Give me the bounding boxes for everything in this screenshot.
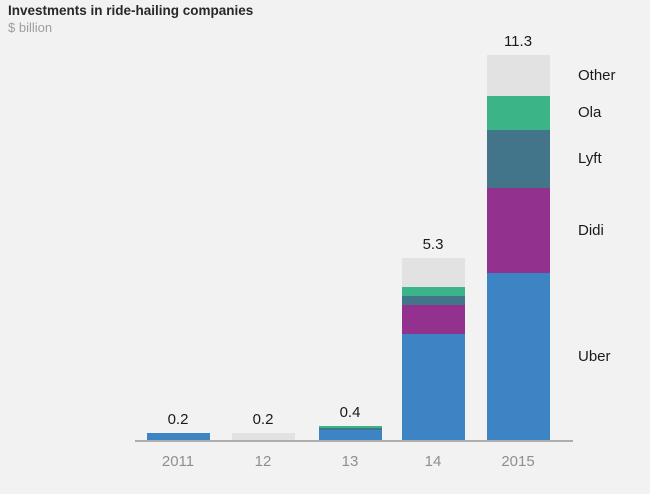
bar-segment-2015-ola: [486, 96, 550, 130]
bar-segment-14-didi: [401, 305, 465, 334]
x-axis-label-2015: 2015: [501, 453, 535, 470]
bar-total-label-14: 5.3: [422, 236, 444, 253]
bar-segment-2015-didi: [486, 188, 550, 273]
bar-total-label-13: 0.4: [339, 404, 361, 421]
bar-segment-14-uber: [401, 334, 465, 440]
chart-subtitle: $ billion: [8, 20, 53, 35]
bar-total-label-12: 0.2: [252, 411, 274, 428]
bar-segment-13-uber: [318, 430, 382, 440]
bar-segment-12-other: [231, 433, 295, 440]
bar-segment-2015-other: [486, 55, 550, 96]
x-axis-label-12: 12: [254, 453, 272, 470]
bar-12: [231, 433, 295, 440]
bar-segment-13-lyft: [318, 428, 382, 430]
x-axis-label-2011: 2011: [161, 453, 195, 470]
bar-14: [401, 258, 465, 440]
bar-segment-13-ola: [318, 426, 382, 428]
legend-label-uber: Uber: [578, 347, 611, 365]
bar-segment-14-other: [401, 258, 465, 287]
bar-segment-14-ola: [401, 287, 465, 296]
bar-segment-14-lyft: [401, 296, 465, 305]
bar-13: [318, 426, 382, 440]
legend-label-ola: Ola: [578, 104, 602, 121]
legend-label-didi: Didi: [578, 221, 604, 239]
legend-label-other: Other: [578, 66, 616, 84]
bar-segment-2015-uber: [486, 273, 550, 440]
x-axis-line: [135, 440, 573, 442]
chart-title: Investments in ride-hailing companies: [8, 3, 254, 18]
bar-segment-2015-lyft: [486, 130, 550, 188]
bar-segment-2011-uber: [146, 433, 210, 440]
bar-2015: [486, 55, 550, 440]
bar-2011: [146, 433, 210, 440]
bar-total-label-2015: 11.3: [503, 33, 533, 50]
x-axis-label-14: 14: [424, 453, 442, 470]
x-axis-label-13: 13: [341, 453, 359, 470]
legend-label-lyft: Lyft: [578, 150, 602, 167]
bar-total-label-2011: 0.2: [167, 411, 189, 428]
